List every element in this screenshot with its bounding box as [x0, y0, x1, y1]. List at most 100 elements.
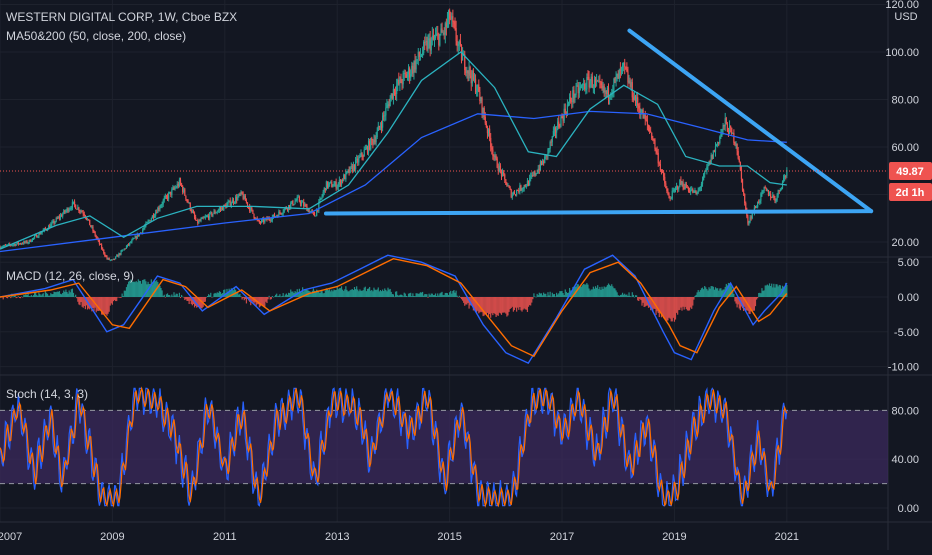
candle-body	[49, 225, 51, 228]
candle-body	[389, 98, 391, 107]
candle-body	[480, 97, 482, 102]
candle-body	[760, 193, 762, 201]
candle-body	[416, 59, 418, 61]
candle-body	[478, 84, 480, 93]
candle-body	[32, 237, 35, 239]
candle-body	[616, 73, 618, 77]
macd-bar	[419, 292, 422, 297]
macd-bar	[199, 297, 201, 309]
candle-body	[568, 97, 571, 103]
candle-body	[130, 242, 132, 244]
macd-bar	[287, 292, 290, 297]
candle-body	[177, 184, 179, 187]
macd-bar	[317, 290, 319, 297]
candle-body	[522, 188, 524, 190]
candle-body	[684, 183, 686, 190]
candle-body	[618, 69, 620, 79]
macd-bar	[445, 292, 447, 297]
macd-bar	[322, 293, 324, 297]
macd-bar	[353, 287, 356, 297]
macd-bar	[358, 291, 360, 297]
candle-body	[492, 149, 494, 156]
candle-body	[696, 192, 698, 195]
macd-bar	[223, 289, 225, 297]
macd-bar	[172, 296, 174, 297]
macd-bar	[443, 294, 445, 297]
candle-body	[608, 96, 611, 99]
macd-bar	[616, 292, 618, 297]
macd-bar	[643, 297, 645, 308]
macd-bar	[107, 297, 109, 314]
candle-body	[220, 207, 223, 210]
macd-bar	[771, 283, 773, 297]
macd-bar	[758, 293, 760, 297]
macd-bar	[436, 295, 438, 297]
candle-body	[611, 93, 613, 97]
macd-bar	[118, 297, 120, 298]
macd-bar	[499, 297, 502, 314]
macd-bar	[665, 297, 667, 321]
candle-body	[598, 80, 600, 82]
macd-bar	[51, 294, 53, 297]
price-tick-label: 80.00	[891, 95, 919, 107]
macd-bar	[775, 284, 777, 297]
candle-body	[741, 178, 744, 191]
candle-body	[233, 202, 236, 203]
candle-body	[772, 195, 774, 198]
candle-body	[206, 215, 209, 217]
candle-body	[82, 212, 84, 215]
candle-body	[688, 190, 691, 192]
candle-body	[774, 197, 776, 202]
candle-body	[493, 155, 495, 157]
candle-body	[337, 183, 339, 187]
candle-body	[303, 201, 305, 206]
candle-body	[458, 41, 460, 44]
macd-bar	[252, 297, 254, 302]
candle-body	[606, 87, 609, 95]
ma200-line	[0, 110, 787, 253]
candle-body	[344, 174, 346, 180]
candle-body	[429, 38, 431, 51]
candle-body	[394, 93, 397, 94]
candle-body	[137, 234, 139, 236]
candle-body	[126, 244, 129, 247]
candle-body	[733, 132, 735, 143]
macd-bar	[496, 297, 498, 316]
candle-body	[17, 242, 19, 245]
macd-bar	[106, 297, 108, 316]
candle-body	[524, 185, 526, 187]
candle-body	[782, 177, 785, 182]
macd-bar	[527, 297, 530, 307]
macd-bar	[734, 297, 736, 302]
candle-body	[38, 233, 40, 237]
candle-body	[131, 239, 133, 243]
candle-body	[654, 139, 656, 149]
last-price-value: 49.87	[896, 166, 924, 178]
candle-body	[558, 121, 560, 127]
macd-bar	[720, 288, 722, 297]
macd-bar	[668, 297, 670, 318]
macd-bar	[144, 279, 146, 297]
candle-body	[686, 187, 689, 189]
macd-bar	[472, 297, 474, 311]
candle-body	[370, 138, 372, 150]
macd-bar	[293, 293, 295, 297]
candle-body	[479, 92, 481, 102]
macd-bar	[421, 291, 424, 297]
macd-bar	[429, 295, 431, 297]
candle-body	[737, 151, 739, 159]
candle-body	[192, 211, 195, 214]
macd-bar	[577, 284, 579, 297]
trendline-1	[323, 209, 874, 216]
macd-bar	[452, 290, 454, 297]
candle-body	[211, 212, 213, 216]
macd-bar	[196, 297, 198, 308]
macd-bar	[784, 287, 786, 297]
candle-body	[143, 227, 145, 230]
macd-bar	[715, 288, 718, 297]
stoch-tick-label: 80.00	[891, 405, 919, 417]
macd-bar	[562, 293, 564, 297]
macd-bar	[722, 289, 724, 297]
macd-bar	[202, 297, 204, 307]
candle-body	[39, 233, 41, 235]
